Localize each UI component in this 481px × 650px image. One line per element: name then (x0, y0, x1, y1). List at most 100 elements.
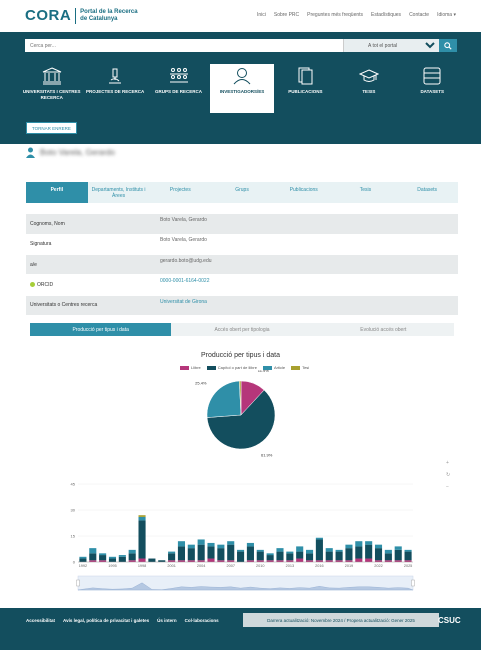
navigator-handle-right[interactable] (411, 579, 415, 587)
bar-segment[interactable] (394, 549, 402, 561)
bar-segment[interactable] (276, 551, 284, 561)
top-link-faq[interactable]: Preguntes més freqüents (307, 12, 364, 18)
top-link-sobre[interactable]: Sobre PRC (273, 12, 300, 18)
bar-segment[interactable] (128, 549, 136, 554)
bar-segment[interactable] (365, 541, 373, 545)
tab-acces-obert[interactable]: Accés obert per tipologia (214, 326, 270, 333)
bar-segment[interactable] (138, 516, 146, 521)
bar-segment[interactable] (177, 560, 186, 562)
bar-segment[interactable] (148, 558, 156, 562)
bar-segment[interactable] (355, 546, 363, 559)
legend-item[interactable]: Llibre (180, 365, 201, 370)
bar-segment[interactable] (355, 541, 363, 547)
footer-link-accessibilitat[interactable]: Accessibilitat (26, 618, 56, 623)
bar-segment[interactable] (296, 551, 304, 559)
bar-segment[interactable] (187, 544, 195, 549)
cora-logo[interactable]: CORA Portal de la Recerca de Catalunya (25, 7, 140, 24)
bar-segment[interactable] (197, 539, 205, 545)
bar-segment[interactable] (404, 549, 412, 552)
bar-segment[interactable] (99, 555, 107, 561)
bar-segment[interactable] (217, 560, 225, 562)
top-link-estadistiques[interactable]: Estadístiques (371, 12, 402, 18)
bar-segment[interactable] (256, 560, 264, 562)
legend-item[interactable]: Article (262, 365, 285, 370)
bar-segment[interactable] (99, 560, 107, 562)
bar-segment[interactable] (404, 560, 412, 562)
tab-datasets[interactable]: Datasets (417, 187, 438, 193)
university-link[interactable]: Universitat de Girona (160, 298, 207, 305)
nav-grups[interactable]: GRUPS DE RECERCA (147, 64, 210, 113)
nav-universitats[interactable]: UNIVERSITATS I CENTRES RECERCA (20, 64, 83, 113)
bar-segment[interactable] (325, 560, 333, 562)
bar-segment[interactable] (79, 558, 87, 562)
bar-segment[interactable] (118, 555, 126, 557)
bar-segment[interactable] (315, 539, 323, 561)
tab-projectes[interactable]: Projectes (169, 187, 191, 193)
footer-link-avis-legal[interactable]: Avís legal, política de privacitat i gal… (63, 618, 150, 623)
bar-segment[interactable] (177, 541, 186, 547)
bar-segment[interactable] (168, 553, 176, 561)
bar-segment[interactable] (394, 560, 402, 562)
bar-segment[interactable] (89, 553, 97, 561)
bar-segment[interactable] (187, 548, 195, 561)
bar-segment[interactable] (394, 546, 402, 550)
bar-segment[interactable] (374, 544, 383, 549)
nav-projectes[interactable]: PROJECTES DE RECERCA (83, 64, 146, 113)
bar-segment[interactable] (266, 555, 274, 561)
bar-segment[interactable] (355, 558, 363, 562)
bar-segment[interactable] (89, 548, 97, 554)
bar-segment[interactable] (374, 548, 383, 561)
bar-segment[interactable] (227, 544, 235, 561)
bar-segment[interactable] (384, 549, 392, 554)
bar-segment[interactable] (335, 549, 343, 552)
bar-segment[interactable] (345, 548, 353, 561)
navigator-handle-left[interactable] (76, 579, 80, 587)
bar-segment[interactable] (365, 558, 373, 562)
legend-item[interactable]: Tesi (291, 365, 309, 370)
reset-zoom-icon[interactable]: ↻ (446, 472, 451, 478)
bar-segment[interactable] (404, 551, 412, 561)
top-link-inici[interactable]: Inici (256, 12, 266, 18)
bar-segment[interactable] (335, 560, 343, 562)
bar-segment[interactable] (286, 551, 294, 554)
bar-segment[interactable] (345, 560, 353, 562)
bar-segment[interactable] (305, 560, 314, 562)
bar-segment[interactable] (138, 558, 146, 562)
bar-segment[interactable] (128, 553, 136, 561)
bar-segment[interactable] (286, 553, 294, 561)
top-link-contacte[interactable]: Contacte (409, 12, 430, 18)
bar-segment[interactable] (266, 553, 274, 556)
bar-segment[interactable] (227, 560, 235, 562)
zoom-out-icon[interactable]: − (446, 484, 449, 490)
bar-segment[interactable] (138, 515, 146, 517)
bar-segment[interactable] (118, 556, 126, 562)
bar-segment[interactable] (305, 553, 314, 561)
tab-publicacions[interactable]: Publicacions (289, 187, 318, 193)
nav-publicacions[interactable]: PUBLICACIONS (274, 64, 337, 113)
bar-segment[interactable] (108, 558, 117, 562)
bar-segment[interactable] (237, 551, 245, 562)
pie-slice[interactable] (239, 380, 242, 416)
bar-segment[interactable] (177, 546, 186, 561)
bar-segment[interactable] (197, 544, 205, 561)
pie-slice[interactable] (206, 380, 242, 418)
footer-link-collaboracions[interactable]: Col·laboracions (184, 618, 219, 623)
bar-segment[interactable] (384, 553, 392, 561)
search-scope-select[interactable]: A tot el portal (343, 39, 439, 52)
bar-segment[interactable] (128, 560, 136, 562)
bar-segment[interactable] (374, 560, 383, 562)
bar-segment[interactable] (315, 537, 323, 540)
tab-evolucio[interactable]: Evolució accés obert (360, 326, 407, 333)
bar-segment[interactable] (197, 560, 205, 562)
nav-investigadors[interactable]: INVESTIGADORS/ES (210, 64, 274, 113)
bar-segment[interactable] (207, 558, 215, 562)
search-button[interactable] (439, 39, 457, 52)
bar-segment[interactable] (335, 551, 343, 561)
bar-segment[interactable] (246, 560, 254, 562)
bar-segment[interactable] (256, 549, 264, 552)
legend-item[interactable]: Capítol o part de llibre (206, 365, 257, 370)
pie-slice[interactable] (206, 389, 276, 450)
bar-segment[interactable] (325, 548, 333, 552)
nav-tesis[interactable]: TESIS (337, 64, 400, 113)
bar-segment[interactable] (305, 549, 314, 554)
